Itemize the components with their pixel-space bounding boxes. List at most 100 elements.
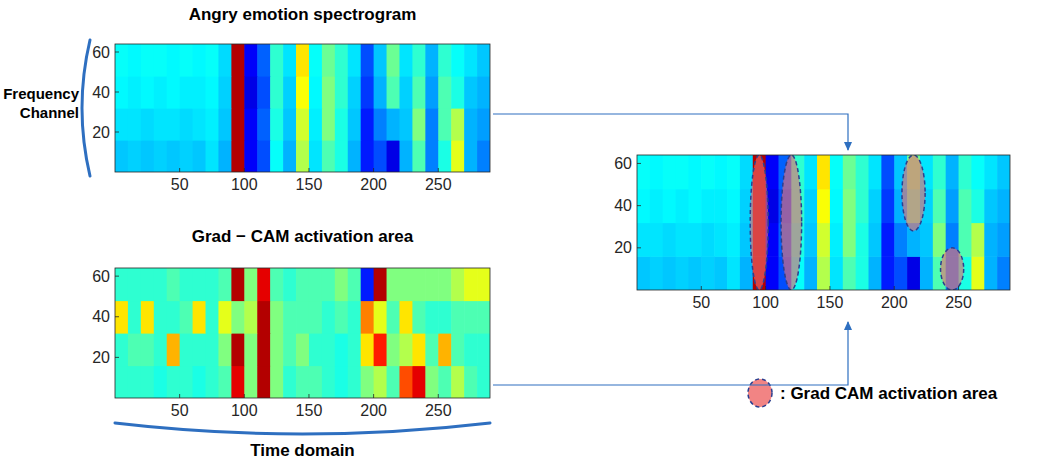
heatmap-cell [663, 189, 676, 223]
heatmap-cell [997, 256, 1010, 290]
heatmap-cell [322, 76, 336, 109]
heatmap-cell [180, 140, 194, 172]
heatmap-cell [464, 140, 478, 172]
heatmap-cell [804, 223, 817, 257]
heatmap-cell [141, 366, 155, 399]
heatmap-cell [361, 44, 375, 77]
heatmap-cell [374, 108, 388, 141]
heatmap-cell [451, 76, 465, 109]
heatmap-cell [206, 108, 220, 141]
brace [115, 423, 490, 434]
heatmap-cell [843, 189, 856, 223]
heatmap-cell [438, 44, 452, 77]
heatmap-cell [387, 140, 401, 172]
heatmap-cell [412, 140, 426, 172]
heatmap-cell [309, 76, 323, 109]
heatmap-cell [154, 366, 168, 399]
y-tick [115, 276, 119, 277]
heatmap-cell [817, 256, 830, 290]
heatmap-cell [817, 223, 830, 257]
x-tick [438, 394, 439, 398]
heatmap-cell [438, 301, 452, 334]
activation-area [781, 155, 802, 290]
x-tick-label: 50 [171, 402, 189, 419]
heatmap-cell [141, 76, 155, 109]
x-tick [438, 168, 439, 172]
heatmap-cell [244, 366, 258, 399]
x-tick-label: 250 [425, 176, 452, 193]
x-tick [894, 286, 895, 290]
heatmap-cell [399, 140, 413, 172]
heatmap-cell [361, 366, 375, 399]
heatmap-cell [128, 333, 142, 366]
heatmap-cell [946, 155, 959, 189]
plot-frame [115, 268, 490, 398]
heatmap-cell [688, 155, 701, 189]
heatmap-cell [464, 301, 478, 334]
heatmap-cell [374, 366, 388, 399]
heatmap-cell [348, 268, 362, 301]
y-tick-label: 60 [92, 268, 110, 285]
heatmap-cell [766, 155, 779, 189]
y-tick [115, 316, 119, 317]
heatmap-cell [856, 155, 869, 189]
heatmap-cell [361, 268, 375, 301]
y-tick-label: 60 [614, 155, 632, 172]
heatmap-cell [128, 366, 142, 399]
heatmap-cell [206, 44, 220, 77]
heatmap-cell [128, 108, 142, 141]
heatmap-cell [894, 223, 907, 257]
heatmap-cell [881, 223, 894, 257]
x-tick [373, 168, 374, 172]
y-tick-label: 60 [92, 44, 110, 61]
heatmap-cell [881, 189, 894, 223]
heatmap-cell [361, 76, 375, 109]
heatmap-cell [167, 108, 181, 141]
heatmap-cell [180, 366, 194, 399]
heatmap-cell [257, 333, 271, 366]
heatmap-cell [464, 366, 478, 399]
heatmap-cell [425, 268, 439, 301]
heatmap-cell [766, 256, 779, 290]
heatmap-cell [387, 44, 401, 77]
heatmap-cell [701, 223, 714, 257]
heatmap-cell [650, 256, 663, 290]
heatmap-cell [296, 366, 310, 399]
heatmap-cell [438, 268, 452, 301]
heatmap-cell [309, 366, 323, 399]
heatmap-cell [231, 140, 245, 172]
heatmap-cell [244, 44, 258, 77]
heatmap-cell [193, 366, 207, 399]
heatmap-cell [438, 140, 452, 172]
heatmap-cell [971, 189, 984, 223]
heatmap-cell [309, 301, 323, 334]
activation-area [902, 155, 925, 231]
x-tick-label: 200 [881, 294, 908, 311]
heatmap-cell [257, 268, 271, 301]
heatmap-cell [399, 44, 413, 77]
heatmap-cell [309, 140, 323, 172]
heatmap-cell [193, 268, 207, 301]
heatmap-cells [115, 44, 490, 172]
heatmap-cell [115, 333, 129, 366]
y-tick [637, 163, 641, 164]
heatmap-cell [141, 301, 155, 334]
heatmap-cell [115, 366, 129, 399]
heatmap-cell [348, 76, 362, 109]
heatmap-cell [206, 140, 220, 172]
heatmap-cell [361, 301, 375, 334]
x-tick [244, 168, 245, 172]
heatmap-cell [309, 44, 323, 77]
heatmap-cell [231, 268, 245, 301]
heatmap-cell [438, 108, 452, 141]
heatmap-cell [399, 108, 413, 141]
heatmap-cell [464, 333, 478, 366]
heatmap-cell [296, 44, 310, 77]
heatmap-cell [167, 140, 181, 172]
heatmap-cell [650, 223, 663, 257]
heatmap-cell [141, 108, 155, 141]
x-tick-label: 150 [296, 402, 323, 419]
heatmap-cell [374, 140, 388, 172]
heatmap-cell [283, 140, 297, 172]
heatmap-cell [257, 140, 271, 172]
